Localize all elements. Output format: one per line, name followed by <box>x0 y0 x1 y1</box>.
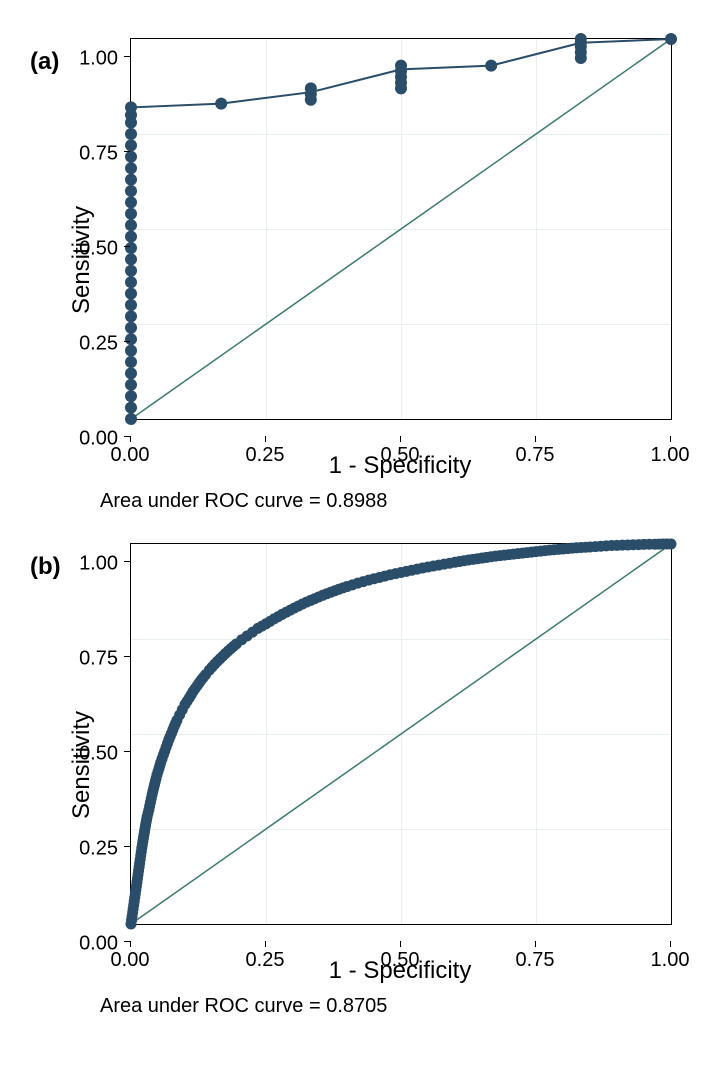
roc-marker <box>666 539 677 550</box>
x-tick-label: 0.25 <box>246 949 285 972</box>
y-tick-label: 0.75 <box>10 143 118 166</box>
x-tick <box>535 941 536 947</box>
reference-diagonal <box>131 544 671 924</box>
caption-b: Area under ROC curve = 0.8705 <box>100 985 709 1018</box>
x-tick <box>130 941 131 947</box>
plot-area-a <box>130 38 672 420</box>
y-tick <box>124 151 130 152</box>
y-tick-label: 1.00 <box>10 553 118 576</box>
roc-marker <box>125 231 137 243</box>
roc-marker <box>125 139 137 151</box>
caption-a: Area under ROC curve = 0.8988 <box>100 480 709 513</box>
roc-marker <box>125 413 137 425</box>
roc-marker <box>485 60 497 72</box>
roc-marker <box>125 242 137 254</box>
roc-marker <box>125 379 137 391</box>
y-tick <box>124 656 130 657</box>
y-tick-label: 0.25 <box>10 333 118 356</box>
y-tick-label: 0.00 <box>10 428 118 451</box>
y-tick <box>124 941 130 942</box>
roc-marker <box>125 196 137 208</box>
x-tick-label: 0.75 <box>516 949 555 972</box>
roc-marker <box>125 128 137 140</box>
y-tick <box>124 341 130 342</box>
roc-marker <box>125 299 137 311</box>
x-tick <box>670 436 671 442</box>
roc-marker <box>665 33 677 45</box>
roc-marker <box>125 402 137 414</box>
roc-marker <box>305 82 317 94</box>
y-tick <box>124 246 130 247</box>
roc-marker <box>395 60 407 72</box>
roc-marker <box>125 174 137 186</box>
panel-b: (b)0.000.250.500.751.000.000.250.500.751… <box>10 543 709 1018</box>
y-tick-label: 0.50 <box>10 743 118 766</box>
x-tick-label: 1.00 <box>651 949 690 972</box>
figure-root: (a)0.000.250.500.751.000.000.250.500.751… <box>10 38 709 1018</box>
roc-marker <box>125 390 137 402</box>
x-tick <box>400 436 401 442</box>
y-axis-label: Sensitivity <box>68 711 96 819</box>
roc-marker <box>125 288 137 300</box>
roc-marker <box>125 322 137 334</box>
roc-marker <box>575 33 587 45</box>
y-tick <box>124 56 130 57</box>
y-tick <box>124 561 130 562</box>
roc-marker <box>125 276 137 288</box>
reference-diagonal <box>131 39 671 419</box>
roc-marker <box>125 185 137 197</box>
roc-marker <box>125 151 137 163</box>
y-tick <box>124 846 130 847</box>
roc-marker <box>215 98 227 110</box>
plot-area-b <box>130 543 672 925</box>
y-tick <box>124 436 130 437</box>
roc-marker <box>125 310 137 322</box>
x-tick <box>400 941 401 947</box>
x-tick-label: 0.25 <box>246 444 285 467</box>
x-tick <box>265 436 266 442</box>
x-tick-label: 0.50 <box>381 444 420 467</box>
roc-svg-b <box>131 544 671 924</box>
roc-marker <box>125 208 137 220</box>
x-tick <box>130 436 131 442</box>
roc-marker <box>125 345 137 357</box>
roc-marker <box>125 333 137 345</box>
y-tick-label: 0.50 <box>10 238 118 261</box>
roc-marker <box>125 219 137 231</box>
roc-marker <box>125 162 137 174</box>
roc-marker <box>125 367 137 379</box>
y-tick <box>124 751 130 752</box>
y-tick-label: 1.00 <box>10 48 118 71</box>
roc-marker <box>125 253 137 265</box>
roc-marker <box>125 101 137 113</box>
x-tick-label: 0.50 <box>381 949 420 972</box>
x-tick <box>265 941 266 947</box>
roc-svg-a <box>131 39 671 419</box>
x-tick <box>535 436 536 442</box>
x-tick <box>670 941 671 947</box>
y-tick-label: 0.00 <box>10 933 118 956</box>
roc-marker <box>125 356 137 368</box>
y-axis-label: Sensitivity <box>68 206 96 314</box>
panel-a: (a)0.000.250.500.751.000.000.250.500.751… <box>10 38 709 513</box>
y-tick-label: 0.75 <box>10 648 118 671</box>
x-tick-label: 0.75 <box>516 444 555 467</box>
y-tick-label: 0.25 <box>10 838 118 861</box>
x-tick-label: 1.00 <box>651 444 690 467</box>
roc-marker <box>125 265 137 277</box>
